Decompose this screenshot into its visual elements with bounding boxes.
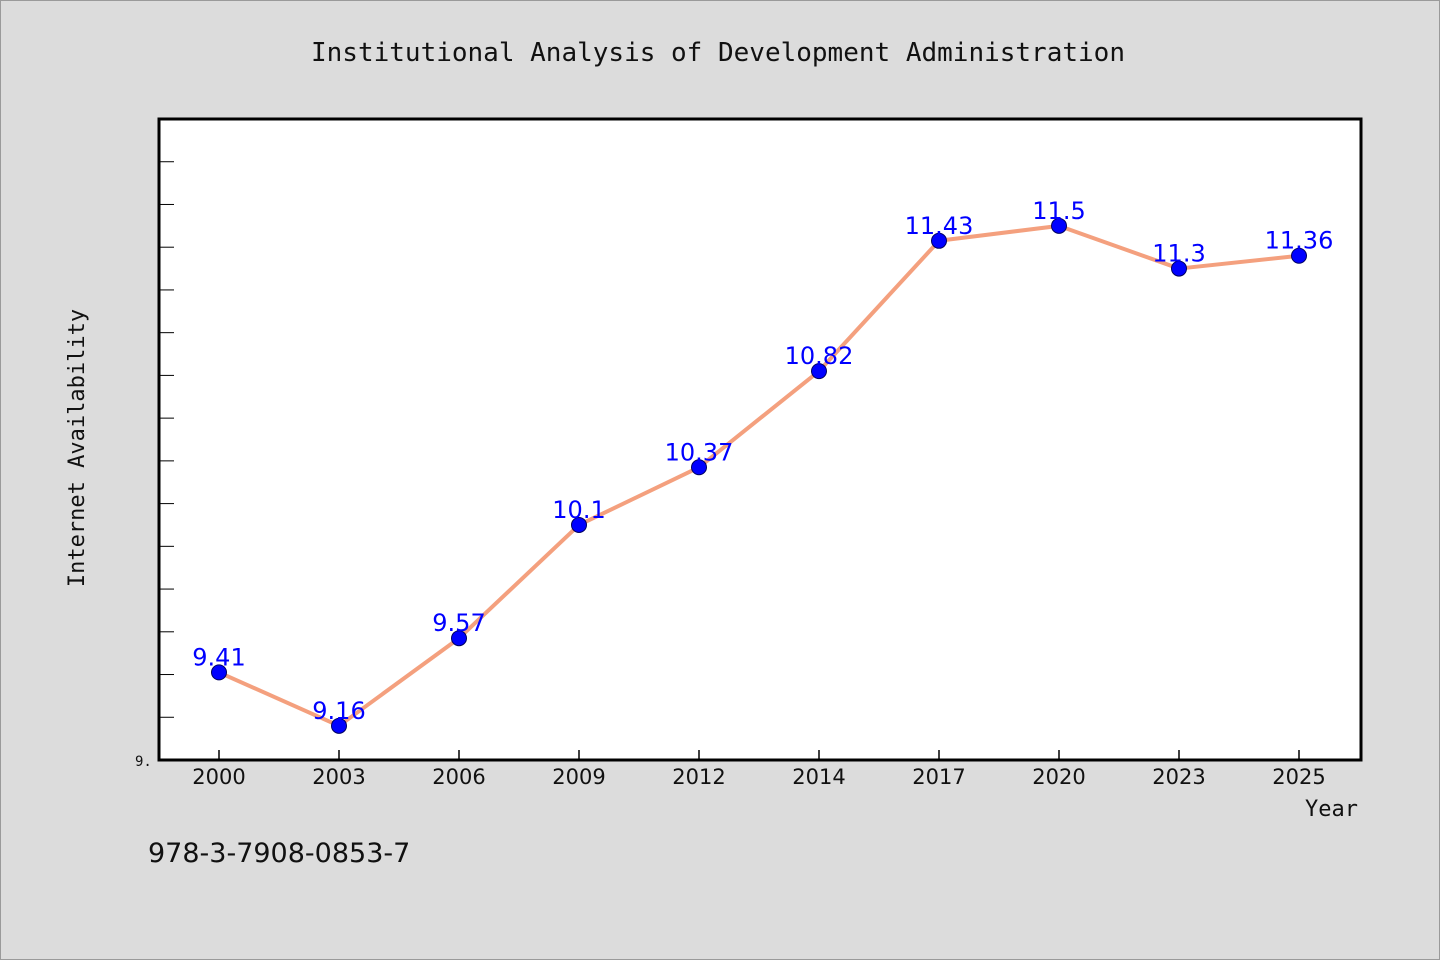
- data-label: 9.57: [432, 609, 485, 637]
- data-point: [1291, 247, 1307, 264]
- x-tick-label: 2012: [672, 765, 725, 789]
- x-axis-ticks: 2000 2003 2006 2009 2012 2014 2017 2020 2023 2025: [192, 750, 1326, 789]
- y-axis-label: Internet Availability: [65, 309, 90, 587]
- plot-area: [157, 117, 1363, 762]
- data-point: [1051, 217, 1067, 234]
- x-tick-label: 2014: [792, 765, 845, 789]
- x-tick-label: 2017: [912, 765, 965, 789]
- x-tick-label: 2006: [432, 765, 485, 789]
- data-label: 10.82: [785, 342, 854, 370]
- y-axis-ticks: [159, 161, 174, 718]
- data-point: [811, 363, 827, 380]
- data-label: 11.3: [1152, 240, 1205, 268]
- isbn-text: 978-3-7908-0853-7: [148, 838, 410, 869]
- data-label: 11.5: [1032, 197, 1085, 225]
- data-point: [571, 516, 587, 533]
- data-point: [451, 630, 467, 647]
- x-tick-label: 2025: [1272, 765, 1325, 789]
- data-point: [331, 717, 347, 734]
- chart-title: Institutional Analysis of Development Ad…: [311, 38, 1125, 68]
- data-label: 9.41: [192, 643, 245, 671]
- data-point: [1171, 260, 1187, 277]
- series-group: 9.41 9.16 9.57 10.1 10.37 10.82 11.43 11.5 11.3 1…: [192, 197, 1334, 734]
- data-point: [211, 664, 227, 681]
- data-label: 11.43: [905, 212, 974, 240]
- data-point: [931, 232, 947, 249]
- data-label: 10.1: [552, 496, 605, 524]
- x-tick-label: 2003: [312, 765, 365, 789]
- x-tick-label: 2000: [192, 765, 245, 789]
- x-tick-label: 2020: [1032, 765, 1085, 789]
- data-label: 9.16: [312, 697, 365, 725]
- x-axis-label: Year: [1305, 797, 1358, 822]
- data-label: 10.37: [665, 438, 734, 466]
- series-line: [217, 223, 1301, 728]
- x-tick-label: 2009: [552, 765, 605, 789]
- y-tick-label-min: 9.: [135, 754, 152, 770]
- data-point: [691, 459, 707, 476]
- x-tick-label: 2023: [1152, 765, 1205, 789]
- data-label: 11.36: [1265, 227, 1334, 255]
